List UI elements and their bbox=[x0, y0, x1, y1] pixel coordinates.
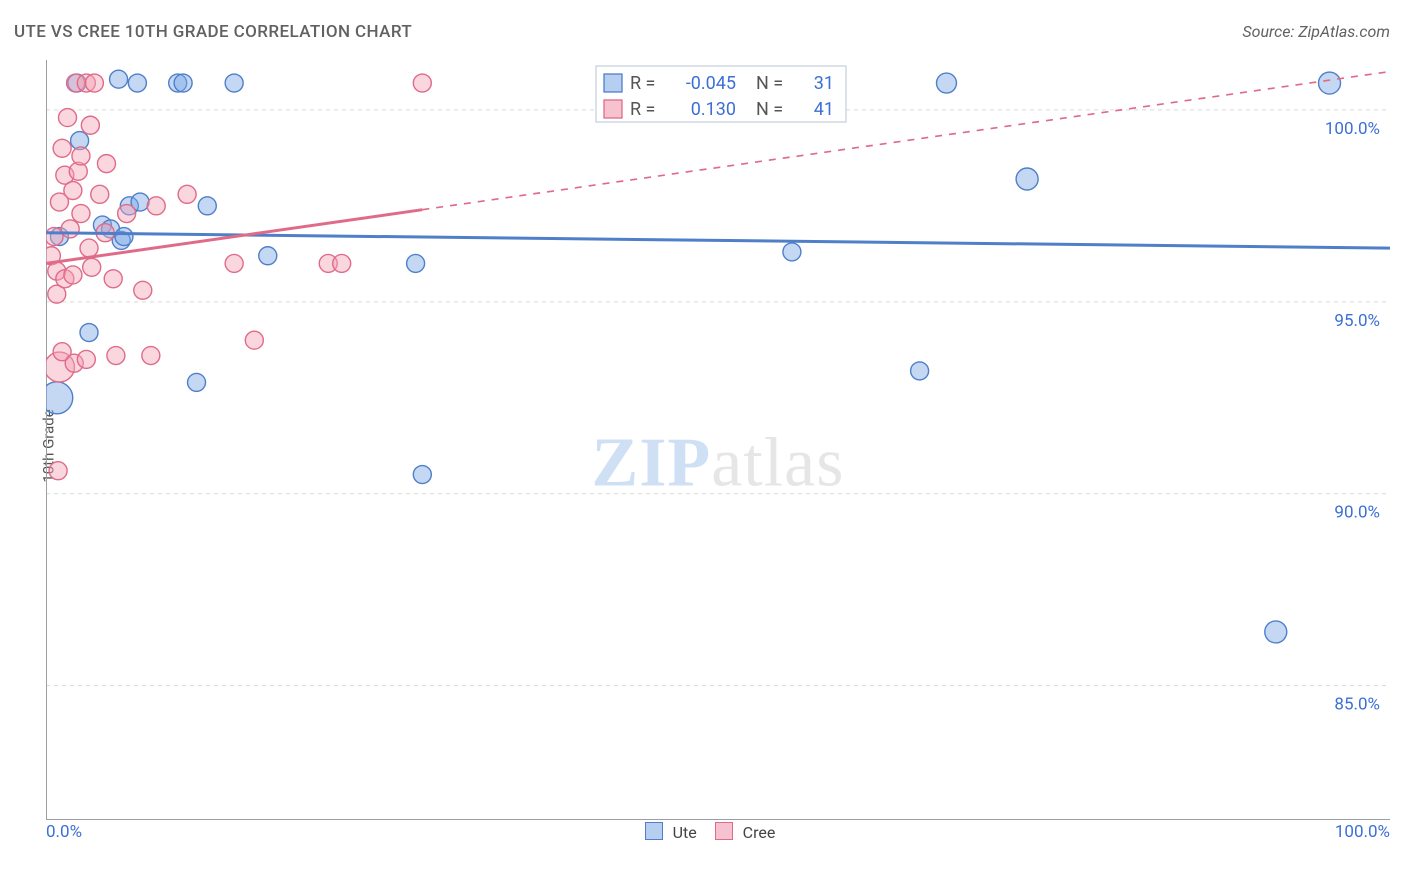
data-point bbox=[118, 205, 136, 223]
scatter-plot-svg: 85.0% 90.0% 95.0% 100.0% ZIPatlas R = -0.045 N … bbox=[46, 60, 1390, 820]
data-point bbox=[115, 228, 133, 246]
svg-text:0.130: 0.130 bbox=[691, 99, 736, 120]
trend-line-extrapolated bbox=[422, 72, 1390, 210]
stats-swatch bbox=[604, 100, 622, 118]
data-point bbox=[61, 220, 79, 238]
data-point bbox=[72, 205, 90, 223]
data-point bbox=[413, 466, 431, 484]
data-point bbox=[49, 462, 67, 480]
data-point bbox=[107, 347, 125, 365]
data-point bbox=[1319, 72, 1341, 94]
svg-text:41: 41 bbox=[814, 99, 834, 120]
data-point bbox=[134, 281, 152, 299]
chart-title: UTE VS CREE 10TH GRADE CORRELATION CHART bbox=[14, 22, 412, 42]
data-point bbox=[911, 362, 929, 380]
data-point bbox=[83, 258, 101, 276]
data-point bbox=[188, 373, 206, 391]
data-point bbox=[110, 70, 128, 88]
bottom-legend: Ute Cree bbox=[0, 822, 1406, 842]
legend-swatch-ute bbox=[645, 822, 663, 840]
data-point bbox=[53, 139, 71, 157]
svg-text:R =: R = bbox=[630, 73, 655, 94]
data-point bbox=[97, 155, 115, 173]
data-point bbox=[1265, 621, 1287, 643]
data-point bbox=[198, 197, 216, 215]
data-point bbox=[81, 116, 99, 134]
data-point bbox=[407, 254, 425, 272]
svg-text:95.0%: 95.0% bbox=[1334, 311, 1380, 331]
legend-label-cree: Cree bbox=[743, 823, 776, 842]
svg-text:90.0%: 90.0% bbox=[1334, 503, 1380, 523]
svg-text:-0.045: -0.045 bbox=[686, 73, 736, 94]
svg-text:ZIPatlas: ZIPatlas bbox=[592, 425, 845, 502]
data-point bbox=[225, 254, 243, 272]
legend-swatch-cree bbox=[715, 822, 733, 840]
data-point bbox=[46, 382, 73, 414]
data-point bbox=[178, 185, 196, 203]
data-point bbox=[174, 74, 192, 92]
data-point bbox=[64, 266, 82, 284]
data-point bbox=[245, 331, 263, 349]
stats-box: R = -0.045 N = 31 R = 0.130 N = 41 bbox=[596, 66, 846, 122]
svg-text:R =: R = bbox=[630, 99, 655, 120]
data-point bbox=[77, 350, 95, 368]
svg-text:85.0%: 85.0% bbox=[1334, 695, 1380, 715]
data-point bbox=[259, 247, 277, 265]
data-point bbox=[225, 74, 243, 92]
data-point bbox=[142, 347, 160, 365]
data-point bbox=[128, 74, 146, 92]
svg-text:N =: N = bbox=[756, 99, 783, 120]
data-point bbox=[91, 185, 109, 203]
data-point bbox=[72, 147, 90, 165]
data-point bbox=[46, 228, 63, 246]
legend-label-ute: Ute bbox=[673, 823, 697, 842]
data-point bbox=[333, 254, 351, 272]
data-point bbox=[64, 182, 82, 200]
svg-text:100.0%: 100.0% bbox=[1325, 119, 1380, 139]
data-point bbox=[104, 270, 122, 288]
source-label: Source: ZipAtlas.com bbox=[1242, 22, 1390, 41]
plot-area: 85.0% 90.0% 95.0% 100.0% ZIPatlas R = -0.045 N … bbox=[46, 60, 1390, 820]
data-point bbox=[59, 109, 77, 127]
svg-text:31: 31 bbox=[814, 73, 834, 94]
data-point bbox=[147, 197, 165, 215]
data-point bbox=[783, 243, 801, 261]
data-point bbox=[85, 74, 103, 92]
data-point bbox=[413, 74, 431, 92]
data-point bbox=[80, 239, 98, 257]
data-point bbox=[1016, 168, 1038, 190]
data-point bbox=[80, 324, 98, 342]
data-point bbox=[936, 73, 956, 93]
svg-text:N =: N = bbox=[756, 73, 783, 94]
stats-swatch bbox=[604, 74, 622, 92]
